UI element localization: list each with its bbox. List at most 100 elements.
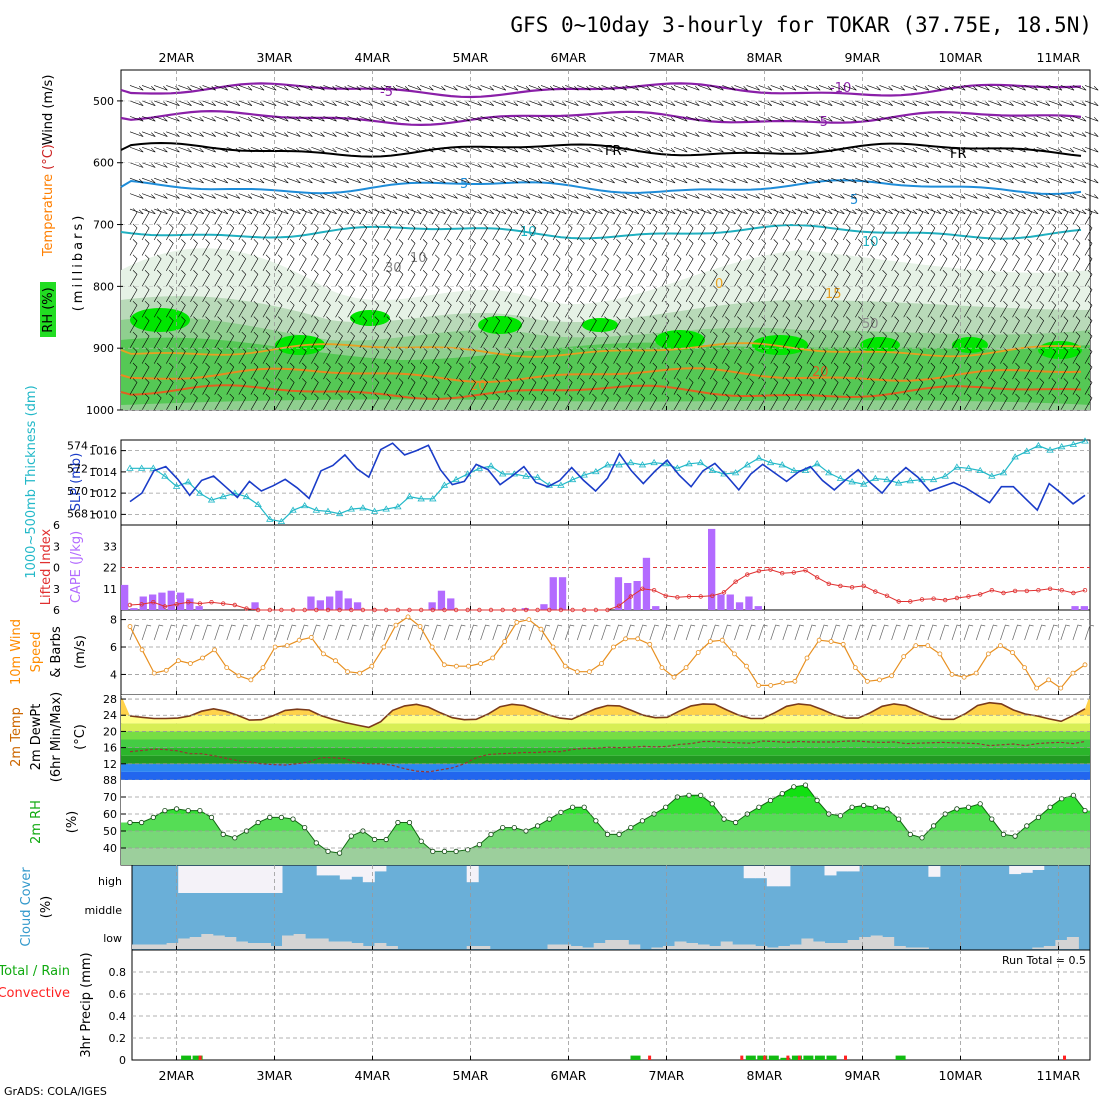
wind10-point (357, 670, 363, 676)
wind-barb (516, 177, 531, 184)
wind-barb (758, 193, 773, 199)
wind-barb (420, 116, 434, 122)
wind-barb (262, 162, 277, 168)
wind-barb (951, 362, 960, 380)
wind-barb (274, 131, 289, 137)
wind-barb (238, 223, 247, 241)
wind-barb (951, 223, 960, 241)
wind-barb (649, 208, 658, 225)
wind-barb (129, 100, 144, 106)
wind-barb (178, 254, 186, 272)
wind-barb (420, 100, 434, 106)
wind-barb (951, 239, 960, 256)
wind-barb (975, 208, 984, 225)
wind-barb (673, 300, 682, 318)
wind-barb (504, 193, 519, 199)
wind-barb (480, 378, 488, 395)
cloud-high-bar (247, 866, 260, 893)
wind-barb (589, 208, 597, 225)
temp2m-label-2: 2m DewPt (29, 704, 44, 771)
wind-barb (722, 223, 730, 241)
thickness-point (452, 475, 460, 483)
wind-barb (516, 162, 531, 168)
wind-barb (625, 131, 640, 137)
wind-barb (577, 347, 585, 364)
wind-barb (540, 285, 549, 302)
wind-barb (1084, 223, 1093, 241)
wind-barb (420, 208, 434, 215)
wind-barb (504, 208, 513, 225)
wind-barb (323, 362, 331, 380)
wind-barb (1024, 285, 1032, 302)
wind-barb (746, 378, 754, 395)
rh-point (802, 782, 809, 788)
wind-barb (601, 331, 609, 349)
wind-barb (190, 116, 204, 122)
wind10-barb (1048, 624, 1058, 641)
wind-barb (1024, 208, 1032, 225)
wind-barb (673, 116, 688, 122)
wind-barb (178, 362, 186, 380)
wind-barb (565, 193, 579, 199)
rh-point (628, 824, 634, 831)
wind-barb (419, 208, 428, 225)
wind10-point (1034, 685, 1039, 691)
wind-barb (480, 162, 494, 168)
upper-millibars-label: (millibars) (71, 213, 86, 312)
wind-barb (891, 347, 899, 364)
contour-label: 10 (520, 225, 537, 240)
cloud-low-bar (616, 940, 629, 949)
thickness-point (487, 462, 495, 469)
cape-bar (624, 583, 632, 610)
thickness-point (242, 492, 251, 500)
li-line (129, 569, 1086, 611)
wind-barb (456, 177, 470, 184)
wind-barb (625, 254, 634, 272)
wind-barb (673, 208, 688, 215)
wind10-point (719, 637, 725, 643)
wind-barb (806, 131, 821, 137)
wind10-barb (1024, 624, 1034, 641)
wind-barb (190, 254, 198, 272)
wind10-barb (987, 624, 998, 641)
wind-barb (951, 347, 960, 364)
wind-barb (444, 285, 452, 302)
wind-barb (649, 193, 664, 199)
wind-barb (359, 254, 368, 272)
wind-barb (444, 393, 452, 411)
thickness-point (673, 464, 682, 471)
thickness-point (615, 461, 623, 468)
wind-barb (431, 223, 440, 241)
wind-barb (540, 208, 549, 225)
wind-barb (746, 146, 760, 153)
wind-barb (976, 116, 990, 122)
wind-barb (432, 162, 446, 168)
wind-barb (867, 300, 875, 318)
wind-barb (214, 85, 229, 91)
temp-color-band (121, 723, 1090, 732)
thickness-point (196, 489, 204, 496)
wind10-point (550, 644, 556, 650)
wind-barb (988, 300, 996, 318)
wind-barb (129, 162, 144, 168)
wind-barb (540, 208, 555, 215)
wind-barb (734, 393, 742, 411)
wind-barb (141, 223, 150, 241)
wind-barb (432, 85, 446, 91)
wind-barb (613, 177, 627, 184)
wind-barb (190, 162, 204, 168)
wind-barb (432, 193, 446, 199)
wind10-barb (238, 624, 248, 641)
wind10-point (175, 658, 181, 664)
wind-barb (685, 347, 694, 364)
wind-barb (939, 316, 948, 333)
thickness-point (627, 458, 635, 466)
wind-barb (625, 362, 634, 380)
wind10-barb (516, 624, 526, 641)
cape-bar (1080, 606, 1088, 610)
wind-barb (311, 131, 325, 137)
wind-barb (709, 393, 718, 411)
wind-barb (818, 362, 827, 380)
wind-barb (153, 285, 162, 302)
precip-frame (131, 949, 1091, 1061)
